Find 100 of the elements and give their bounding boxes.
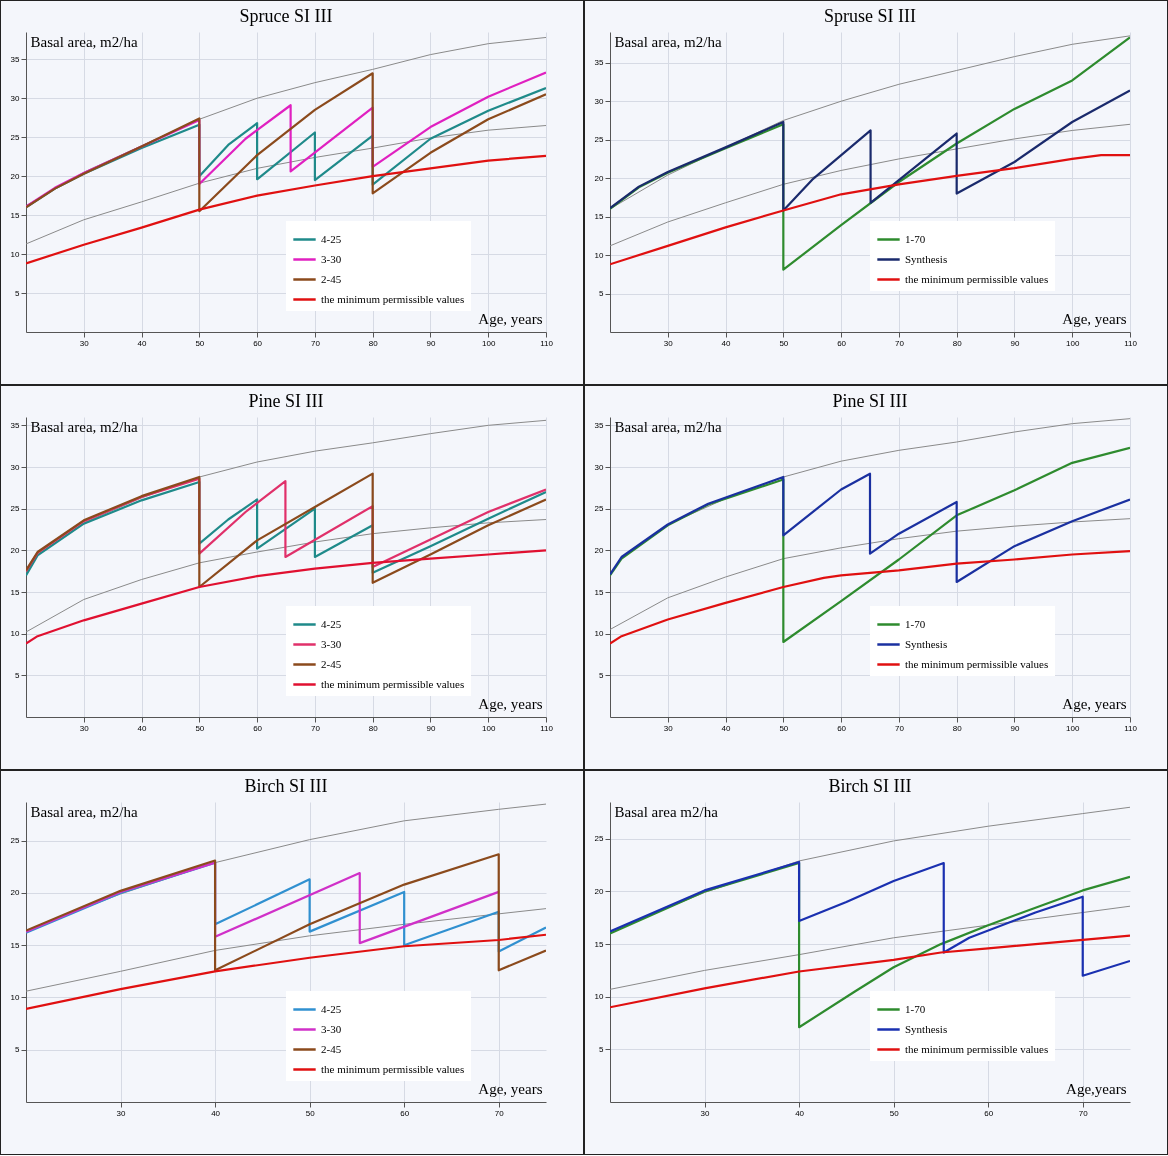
y-tick-label: 20	[10, 888, 21, 898]
x-tick-label: 90	[1010, 723, 1020, 733]
y-axis-title: Basal area m2/ha	[614, 803, 719, 820]
x-tick-label: 110	[540, 338, 554, 348]
x-tick-label: 30	[116, 1108, 127, 1118]
legend-label: 1-70	[905, 1002, 926, 1015]
line-series	[26, 861, 500, 945]
x-tick-label: 70	[494, 1108, 505, 1118]
x-tick-label: 70	[894, 338, 905, 348]
line-series	[610, 472, 1130, 584]
x-tick-label: 40	[137, 723, 148, 733]
x-axis-title: Age, years	[478, 1080, 543, 1097]
x-tick-label: 100	[1066, 723, 1080, 733]
line-series	[26, 933, 546, 1011]
x-tick-label: 60	[837, 338, 847, 348]
line-series	[610, 123, 1130, 247]
line-series	[26, 154, 546, 265]
x-axis-title: Age,years	[1066, 1080, 1127, 1097]
x-axis-title: Age, years	[478, 695, 543, 712]
y-tick-label: 25	[594, 834, 605, 844]
x-tick-label: 60	[400, 1108, 410, 1118]
legend-label: 4-25	[321, 617, 342, 630]
y-tick-label: 35	[10, 54, 21, 64]
y-tick-label: 25	[10, 132, 21, 142]
y-tick-label: 5	[599, 670, 605, 680]
legend-label: the minimum permissible values	[905, 272, 1049, 285]
x-tick-label: 110	[1124, 338, 1138, 348]
y-tick-label: 5	[599, 1044, 605, 1054]
x-tick-label: 70	[310, 723, 321, 733]
x-tick-label: 80	[952, 723, 963, 733]
legend-label: 4-25	[321, 232, 342, 245]
chart-title: Pine SI III	[248, 391, 324, 411]
y-tick-label: 20	[10, 171, 21, 181]
line-series	[26, 125, 546, 245]
x-tick-label: 50	[779, 723, 789, 733]
x-tick-label: 70	[1078, 1108, 1089, 1118]
legend-label: 3-30	[321, 637, 342, 650]
x-tick-label: 30	[79, 723, 90, 733]
x-tick-label: 30	[663, 723, 674, 733]
x-tick-label: 60	[253, 723, 263, 733]
line-series	[610, 905, 1130, 990]
x-tick-label: 40	[721, 723, 732, 733]
x-axis-title: Age, years	[1062, 695, 1127, 712]
y-tick-label: 10	[594, 250, 605, 260]
y-tick-label: 5	[15, 670, 21, 680]
y-tick-label: 15	[10, 940, 21, 950]
y-tick-label: 10	[594, 992, 605, 1002]
y-tick-label: 35	[10, 420, 21, 430]
x-tick-label: 40	[721, 338, 732, 348]
x-tick-label: 50	[305, 1108, 316, 1118]
x-tick-label: 50	[779, 338, 789, 348]
x-tick-label: 30	[663, 338, 674, 348]
x-tick-label: 100	[482, 723, 496, 733]
legend-label: 2-45	[321, 272, 342, 285]
y-tick-label: 15	[10, 210, 21, 220]
y-tick-label: 15	[594, 587, 605, 597]
line-series	[26, 853, 546, 972]
y-tick-label: 25	[594, 135, 605, 145]
y-tick-label: 25	[10, 836, 21, 846]
chart-title: Birch SI III	[828, 776, 912, 796]
x-tick-label: 70	[310, 338, 321, 348]
y-tick-label: 5	[15, 288, 21, 298]
legend-label: 4-25	[321, 1002, 342, 1015]
y-tick-label: 10	[594, 629, 605, 639]
line-series	[26, 908, 546, 992]
legend-label: Synthesis	[905, 637, 948, 650]
x-tick-label: 50	[889, 1108, 900, 1118]
x-axis-title: Age, years	[1062, 310, 1127, 327]
x-axis-title: Age, years	[478, 310, 543, 327]
x-tick-label: 40	[211, 1108, 221, 1118]
y-tick-label: 15	[594, 939, 605, 949]
y-tick-label: 30	[10, 462, 21, 472]
x-tick-label: 60	[253, 338, 263, 348]
y-tick-label: 30	[10, 93, 21, 103]
legend-label: 1-70	[905, 232, 926, 245]
line-series	[26, 519, 546, 633]
y-tick-label: 10	[10, 249, 21, 259]
x-tick-label: 50	[195, 338, 205, 348]
x-tick-label: 90	[426, 723, 436, 733]
y-tick-label: 20	[10, 545, 21, 555]
chart-title: Spruse SI III	[824, 6, 916, 26]
legend-label: Synthesis	[905, 1022, 948, 1035]
y-axis-title: Basal area, m2/ha	[614, 418, 722, 435]
chart-title: Birch SI III	[244, 776, 328, 796]
y-axis-title: Basal area, m2/ha	[30, 803, 138, 820]
line-series	[610, 153, 1130, 266]
legend-label: 3-30	[321, 1022, 342, 1035]
y-tick-label: 10	[10, 992, 21, 1002]
legend-label: the minimum permissible values	[321, 1062, 465, 1075]
y-axis-title: Basal area, m2/ha	[30, 33, 138, 50]
y-tick-label: 20	[594, 545, 605, 555]
y-tick-label: 25	[594, 504, 605, 514]
x-tick-label: 80	[952, 338, 963, 348]
y-tick-label: 35	[594, 58, 605, 68]
y-tick-label: 15	[594, 212, 605, 222]
y-tick-label: 10	[10, 629, 21, 639]
x-tick-label: 90	[1010, 338, 1020, 348]
y-tick-label: 35	[594, 420, 605, 430]
y-tick-label: 30	[594, 462, 605, 472]
line-series	[610, 89, 1130, 212]
